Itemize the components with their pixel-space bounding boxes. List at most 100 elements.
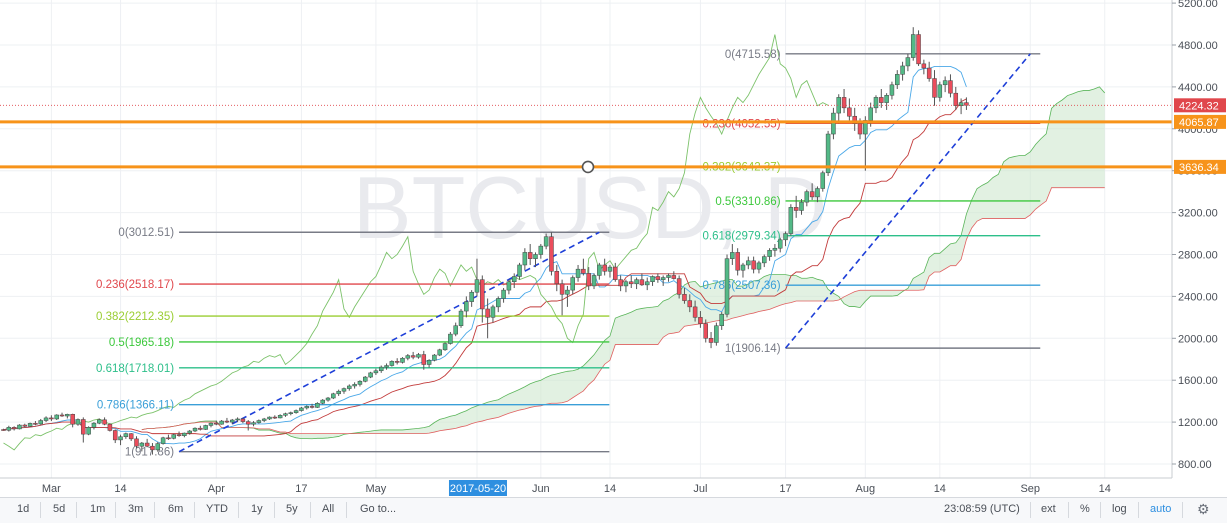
candle bbox=[666, 273, 671, 282]
goto-button[interactable]: Go to... bbox=[360, 503, 397, 515]
timeframe-6m[interactable]: 6m bbox=[168, 503, 184, 515]
candle bbox=[682, 288, 687, 304]
candle-body bbox=[714, 325, 719, 343]
candle bbox=[799, 198, 804, 215]
candle-body bbox=[97, 419, 102, 424]
candle-body bbox=[932, 78, 937, 98]
timeframe-1y[interactable]: 1y bbox=[251, 503, 263, 515]
candle bbox=[490, 304, 496, 323]
candle bbox=[852, 107, 857, 131]
candle-body bbox=[368, 372, 373, 378]
candle-body bbox=[155, 443, 161, 451]
candle-body bbox=[320, 399, 325, 404]
candle bbox=[602, 258, 607, 276]
candle bbox=[900, 61, 905, 81]
candle bbox=[139, 442, 145, 452]
timeframe-1m[interactable]: 1m bbox=[90, 503, 106, 515]
candle-body bbox=[682, 294, 687, 301]
candle-body bbox=[150, 445, 155, 451]
candle-body bbox=[921, 63, 927, 69]
candle bbox=[400, 357, 405, 364]
candle-body bbox=[496, 298, 501, 308]
candle-body bbox=[793, 207, 799, 211]
candle-body bbox=[549, 236, 554, 272]
candle-body bbox=[410, 355, 416, 358]
toolbar-divider bbox=[194, 502, 195, 518]
timeframe-ytd[interactable]: YTD bbox=[206, 503, 228, 515]
candle-body bbox=[724, 258, 730, 315]
candle-body bbox=[868, 107, 873, 121]
timeframe-5y[interactable]: 5y bbox=[286, 503, 298, 515]
timeframe-3m[interactable]: 3m bbox=[128, 503, 144, 515]
price-badge: 4065.87 bbox=[1174, 114, 1226, 129]
candle bbox=[777, 237, 783, 253]
candle-body bbox=[783, 233, 788, 241]
price-axis-label: 5200.00 bbox=[1178, 0, 1218, 10]
candle bbox=[65, 413, 70, 419]
candle bbox=[182, 432, 187, 438]
toolbar-divider bbox=[1068, 502, 1069, 518]
candle bbox=[315, 402, 320, 408]
candle bbox=[772, 244, 778, 257]
candle-body bbox=[884, 95, 889, 103]
candle bbox=[511, 273, 517, 289]
time-axis: Mar 14 Apr 17 May 2017-05-20 Jun 14 Jul 17 Aug 14 Se… bbox=[0, 477, 1172, 496]
candle bbox=[895, 70, 900, 89]
candle-body bbox=[895, 74, 900, 86]
candle-body bbox=[905, 57, 911, 67]
candle bbox=[607, 264, 613, 278]
candle bbox=[788, 204, 794, 236]
candle bbox=[176, 431, 182, 437]
candle-body bbox=[719, 313, 724, 326]
price-badge-label: 4065.87 bbox=[1179, 117, 1219, 129]
time-axis-label: 14 bbox=[604, 483, 616, 495]
candle-body bbox=[746, 260, 751, 266]
candle bbox=[597, 262, 602, 280]
candle bbox=[916, 30, 921, 66]
percent-toggle[interactable]: % bbox=[1080, 503, 1090, 515]
candle bbox=[565, 285, 570, 307]
ext-toggle[interactable]: ext bbox=[1041, 503, 1056, 515]
price-badge-label: 4224.32 bbox=[1179, 100, 1219, 112]
candle bbox=[240, 417, 246, 424]
fib-level-label: 1(1906.14) bbox=[725, 343, 781, 355]
candle-body bbox=[378, 366, 384, 372]
toolbar-divider bbox=[274, 502, 275, 518]
candle bbox=[405, 354, 411, 361]
timeframe-all[interactable]: All bbox=[322, 503, 335, 515]
candle-body bbox=[809, 191, 815, 198]
timeframe-5d[interactable]: 5d bbox=[53, 503, 66, 515]
cloud-fill bbox=[141, 86, 1105, 439]
candle bbox=[831, 107, 836, 140]
candle-body bbox=[389, 361, 395, 366]
candle bbox=[825, 130, 831, 176]
candle-body bbox=[448, 333, 453, 344]
toolbar-divider bbox=[76, 502, 77, 518]
candle bbox=[809, 183, 815, 201]
candle-body bbox=[421, 354, 427, 365]
log-toggle[interactable]: log bbox=[1112, 503, 1127, 515]
candle-body bbox=[261, 418, 267, 421]
candle bbox=[554, 264, 560, 292]
candle-body bbox=[602, 264, 607, 272]
timeframe-1d[interactable]: 1d bbox=[17, 503, 30, 515]
candle bbox=[70, 413, 75, 428]
candle-body bbox=[315, 402, 320, 408]
auto-scale-toggle[interactable]: auto bbox=[1150, 503, 1172, 515]
candle-body bbox=[171, 434, 176, 439]
candle bbox=[889, 81, 895, 100]
candle-body bbox=[214, 422, 219, 425]
candle-body bbox=[118, 436, 123, 441]
candle bbox=[559, 279, 565, 316]
gear-icon[interactable]: ⚙ bbox=[1197, 501, 1210, 517]
price-chart[interactable]: BTCUSD, D 0(3012.51) 0.236(2518.17) 0.382(2… bbox=[0, 0, 1227, 497]
candle-body bbox=[38, 420, 43, 425]
toolbar-divider bbox=[1182, 502, 1183, 518]
candle bbox=[267, 416, 272, 421]
candle-body bbox=[267, 416, 272, 420]
candle bbox=[293, 409, 299, 414]
candle bbox=[469, 290, 474, 307]
candle-body bbox=[299, 407, 304, 411]
candle-body bbox=[304, 406, 309, 409]
candle bbox=[740, 262, 746, 278]
